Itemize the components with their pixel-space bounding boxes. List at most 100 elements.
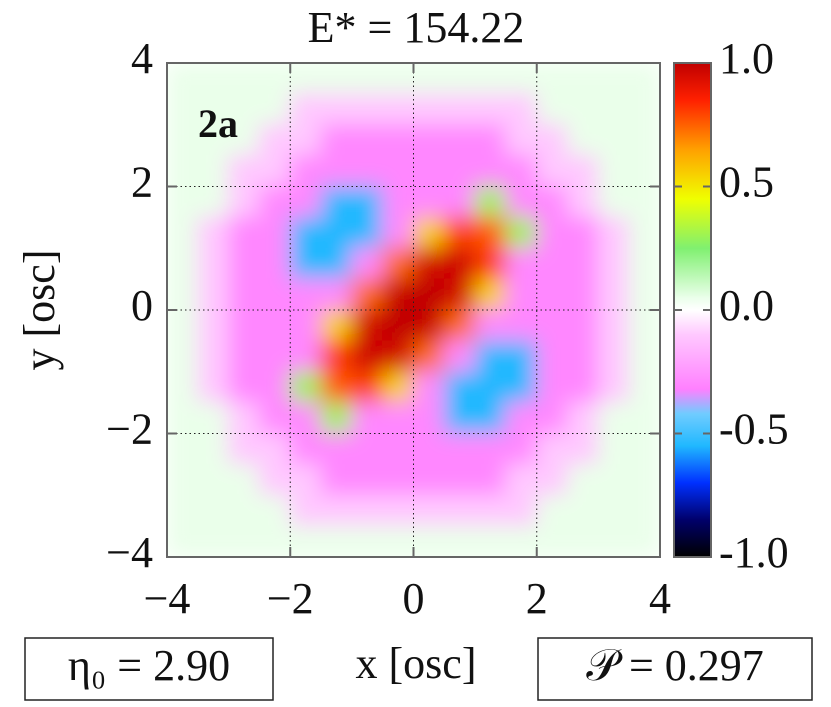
- cell: [536, 63, 569, 95]
- cell: [258, 63, 291, 95]
- cell: [289, 278, 322, 311]
- cell: [258, 186, 291, 218]
- x-tick-label: −2: [267, 574, 314, 623]
- cell: [289, 63, 322, 95]
- cell: [567, 155, 599, 187]
- cell: [258, 433, 291, 465]
- cell: [413, 278, 445, 311]
- cell: [536, 124, 569, 157]
- cell: [567, 402, 599, 434]
- cell: [258, 340, 291, 373]
- cell: [228, 309, 260, 342]
- cell: [505, 402, 538, 434]
- cell: [382, 216, 414, 249]
- cell: [382, 309, 414, 342]
- cell: [628, 216, 660, 249]
- cell: [197, 525, 230, 557]
- cell: [505, 278, 538, 311]
- cell: [505, 463, 538, 496]
- cell: [505, 494, 538, 527]
- cell: [443, 186, 476, 218]
- cell: [505, 124, 538, 157]
- cell: [228, 216, 260, 249]
- cell: [289, 371, 322, 404]
- cell: [289, 216, 322, 249]
- cell: [320, 63, 353, 95]
- cell: [197, 155, 230, 187]
- cell: [320, 371, 353, 404]
- cell: [628, 463, 660, 496]
- cell: [289, 93, 322, 126]
- cell: [567, 216, 599, 249]
- cell: [167, 155, 199, 187]
- cell: [382, 93, 414, 126]
- cell: [289, 525, 322, 557]
- cell: [567, 433, 599, 465]
- cell: [505, 433, 538, 465]
- cell: [443, 216, 476, 249]
- cell: [474, 371, 507, 404]
- cell: [443, 340, 476, 373]
- cell: [351, 124, 384, 157]
- cell: [320, 525, 353, 557]
- cell: [167, 463, 199, 496]
- cell: [628, 124, 660, 157]
- cell: [167, 63, 199, 95]
- cell: [167, 402, 199, 434]
- cell: [167, 93, 199, 126]
- cell: [320, 340, 353, 373]
- cell: [382, 525, 414, 557]
- cell: [628, 93, 660, 126]
- colorbar-tick-label: -0.5: [719, 405, 789, 454]
- cell: [597, 494, 630, 527]
- cell: [597, 216, 630, 249]
- cell: [382, 494, 414, 527]
- y-tick-label: 2: [131, 158, 153, 207]
- cell: [536, 340, 569, 373]
- cell: [413, 340, 445, 373]
- cell: [443, 155, 476, 187]
- cell: [351, 433, 384, 465]
- cell: [258, 124, 291, 157]
- cell: [474, 525, 507, 557]
- cell: [258, 247, 291, 280]
- cell: [474, 402, 507, 434]
- cell: [351, 371, 384, 404]
- cell: [167, 186, 199, 218]
- cell: [505, 186, 538, 218]
- cell: [289, 494, 322, 527]
- cell: [413, 216, 445, 249]
- cell: [536, 463, 569, 496]
- cell: [167, 494, 199, 527]
- cell: [197, 186, 230, 218]
- cell: [351, 525, 384, 557]
- cell: [167, 433, 199, 465]
- cell: [197, 494, 230, 527]
- cell: [382, 186, 414, 218]
- panel-label: 2a: [198, 101, 238, 146]
- cell: [597, 433, 630, 465]
- cell: [567, 340, 599, 373]
- cell: [597, 463, 630, 496]
- cell: [228, 463, 260, 496]
- cell: [628, 309, 660, 342]
- cell: [413, 309, 445, 342]
- cell: [320, 433, 353, 465]
- cell: [474, 494, 507, 527]
- cell: [628, 247, 660, 280]
- cell: [505, 155, 538, 187]
- cell: [597, 247, 630, 280]
- cell: [413, 155, 445, 187]
- cell: [351, 155, 384, 187]
- cell: [320, 124, 353, 157]
- cell: [628, 402, 660, 434]
- cell: [167, 216, 199, 249]
- cell: [536, 371, 569, 404]
- cell: [536, 247, 569, 280]
- annotation-box: [537, 637, 813, 701]
- cell: [474, 309, 507, 342]
- axes: −4 −2 0 2 4 −4 −2 0 2 4 -1.0 -0.5 0.0 0.5 1.0: [106, 34, 788, 623]
- cell: [443, 309, 476, 342]
- cell: [474, 124, 507, 157]
